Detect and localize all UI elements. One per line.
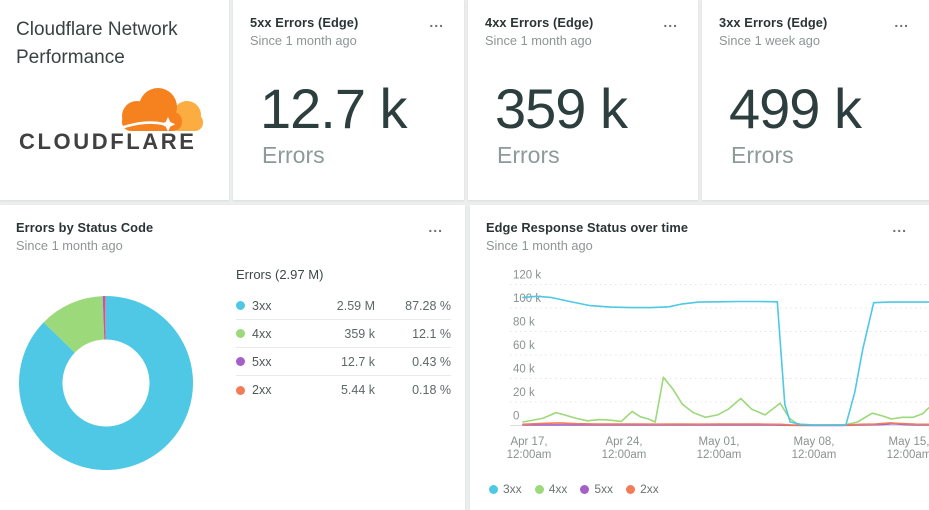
svg-text:80 k: 80 k: [513, 317, 535, 329]
cloudflare-logo-wordmark: CLOUDFLARE: [19, 129, 197, 154]
line-card-subtitle: Since 1 month ago: [486, 238, 593, 253]
svg-text:120 k: 120 k: [513, 270, 541, 282]
legend-item-4xx[interactable]: 4xx: [534, 482, 568, 496]
row-value: 2.59 M: [336, 298, 375, 313]
table-row[interactable]: 4xx 359 k 12.1 %: [236, 320, 451, 348]
svg-text:Apr 17,12:00am: Apr 17, 12:00am: [507, 436, 552, 461]
svg-text:40 k: 40 k: [513, 364, 535, 376]
line-chart-legend: 3xx 4xx 5xx 2xx: [489, 482, 659, 496]
billboard-3xx-subtitle: Since 1 week ago: [719, 33, 821, 48]
card-menu-icon[interactable]: ...: [428, 219, 443, 235]
table-row[interactable]: 3xx 2.59 M 87.28 %: [236, 292, 451, 320]
header-card: Cloudflare Network Performance CLOUDFLAR…: [0, 0, 229, 200]
card-menu-icon[interactable]: ...: [894, 14, 909, 30]
svg-text:20 k: 20 k: [513, 387, 535, 399]
series-4xx-dot-icon: [534, 484, 544, 494]
svg-text:Apr 24,12:00am: Apr 24, 12:00am: [602, 436, 647, 461]
svg-text:0: 0: [513, 411, 519, 423]
row-label: 3xx: [252, 298, 272, 313]
svg-text:May 08,12:00am: May 08, 12:00am: [792, 436, 837, 461]
legend-item-2xx[interactable]: 2xx: [626, 482, 659, 496]
billboard-5xx-card: 5xx Errors (Edge) Since 1 month ago ... …: [233, 0, 464, 200]
billboard-5xx-title: 5xx Errors (Edge): [250, 15, 359, 30]
billboard-5xx-unit: Errors: [262, 142, 325, 168]
card-menu-icon[interactable]: ...: [892, 219, 907, 235]
table-row[interactable]: 5xx 12.7 k 0.43 %: [236, 348, 451, 376]
billboard-4xx-card: 4xx Errors (Edge) Since 1 month ago ... …: [468, 0, 698, 200]
errors-by-status-code-card: Errors by Status Code Since 1 month ago …: [0, 205, 465, 510]
billboard-4xx-title: 4xx Errors (Edge): [485, 15, 594, 30]
errors-donut-chart[interactable]: [6, 283, 206, 483]
legend-label: 3xx: [503, 482, 522, 496]
series-5xx-dot-icon: [236, 357, 245, 366]
cloudflare-cloud-icon: [122, 88, 203, 132]
billboard-3xx-card: 3xx Errors (Edge) Since 1 week ago ... 4…: [702, 0, 929, 200]
cloudflare-logo-graphic: CLOUDFLARE: [19, 88, 203, 154]
row-label: 4xx: [252, 326, 272, 341]
series-3xx-dot-icon: [489, 484, 498, 494]
legend-label: 4xx: [548, 482, 568, 496]
series-4xx-dot-icon: [236, 329, 245, 338]
series-2xx-dot-icon: [626, 484, 636, 494]
pie-legend-table: Errors (2.97 M) 3xx 2.59 M 87.28 % 4xx 3…: [236, 267, 451, 404]
legend-label: 2xx: [640, 482, 659, 496]
line-card-title: Edge Response Status over time: [486, 220, 689, 235]
svg-text:May 01,12:00am: May 01, 12:00am: [697, 436, 742, 461]
billboard-4xx-value: 359 k: [495, 77, 628, 140]
edge-response-line-chart[interactable]: 120 k 100 k 80 k 60 k 40 k 20 k 0 Apr 17, 12:00a…: [470, 205, 929, 510]
billboard-4xx-subtitle: Since 1 month ago: [485, 33, 592, 48]
series-2xx-dot-icon: [236, 385, 245, 395]
legend-label: 5xx: [594, 482, 614, 496]
card-menu-icon[interactable]: ...: [663, 14, 678, 30]
pie-card-subtitle: Since 1 month ago: [16, 238, 123, 253]
billboard-3xx-unit: Errors: [731, 142, 794, 168]
edge-response-status-card: 120 k 100 k 80 k 60 k 40 k 20 k 0 Apr 17, 12:00a…: [470, 205, 929, 510]
svg-text:May 15,12:00am: May 15, 12:00am: [887, 436, 929, 461]
billboard-4xx-unit: Errors: [497, 142, 560, 168]
legend-item-5xx[interactable]: 5xx: [580, 482, 613, 496]
svg-text:60 k: 60 k: [513, 340, 535, 352]
card-menu-icon[interactable]: ...: [429, 14, 444, 30]
series-3xx-dot-icon: [236, 301, 245, 310]
billboard-3xx-title: 3xx Errors (Edge): [719, 15, 828, 30]
billboard-5xx-subtitle: Since 1 month ago: [250, 33, 357, 48]
row-percent: 12.1 %: [412, 326, 451, 341]
row-value: 12.7 k: [340, 354, 375, 369]
billboard-5xx-value: 12.7 k: [260, 77, 408, 140]
svg-text:100 k: 100 k: [513, 293, 541, 305]
pie-card-title: Errors by Status Code: [16, 220, 154, 235]
table-row[interactable]: 2xx 5.44 k 0.18 %: [236, 376, 451, 404]
row-label: 5xx: [252, 354, 272, 369]
row-label: 2xx: [252, 383, 272, 397]
billboard-3xx-value: 499 k: [729, 77, 862, 140]
cloudflare-logo: CLOUDFLARE: [17, 85, 214, 157]
row-percent: 87.28 %: [405, 298, 451, 313]
row-percent: 0.43 %: [412, 354, 451, 369]
row-value: 359 k: [344, 326, 375, 341]
row-percent: 0.18 %: [412, 383, 451, 397]
series-5xx-dot-icon: [580, 484, 590, 494]
pie-legend-header: Errors (2.97 M): [236, 267, 324, 282]
legend-item-3xx[interactable]: 3xx: [489, 482, 522, 496]
dashboard-title: Cloudflare Network Performance: [16, 19, 178, 68]
row-value: 5.44 k: [340, 383, 375, 397]
